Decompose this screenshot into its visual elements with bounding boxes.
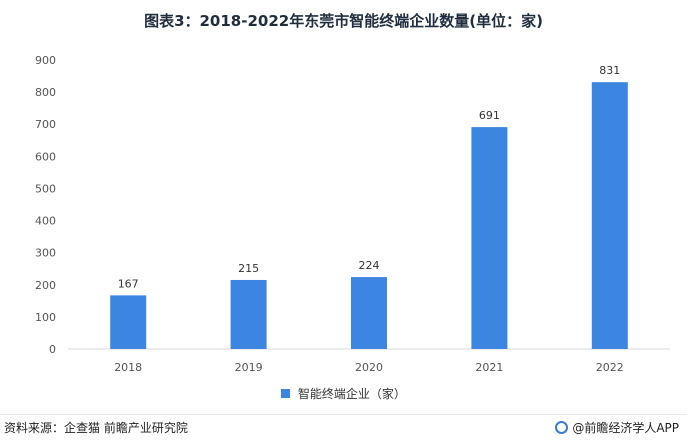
- y-axis: 0 100 200 300 400 500 600 700 800 900: [35, 54, 56, 356]
- legend: 智能终端企业（家）: [0, 385, 687, 402]
- x-tick-label-2020: 2020: [355, 361, 383, 374]
- y-tick-label: 500: [35, 182, 56, 195]
- data-label-2022: 831: [599, 64, 620, 77]
- legend-swatch: [281, 389, 291, 398]
- data-label-2021: 691: [479, 109, 500, 122]
- data-label-2018: 167: [118, 277, 139, 290]
- bar-2022: [591, 82, 628, 349]
- y-tick-label: 200: [35, 279, 56, 292]
- bar-2020: [351, 277, 387, 349]
- brand-logo-icon: [555, 421, 569, 434]
- x-tick-label-2022: 2022: [596, 361, 624, 374]
- legend-label: 智能终端企业（家）: [297, 387, 406, 401]
- y-tick-label: 300: [35, 247, 56, 260]
- y-tick-label: 900: [35, 54, 56, 67]
- y-tick-label: 100: [35, 311, 56, 324]
- brand-text: @前瞻经济学人APP: [572, 421, 679, 435]
- footer-divider: [0, 414, 687, 415]
- bar-2019: [230, 279, 267, 349]
- brand: @前瞻经济学人APP: [555, 419, 679, 436]
- y-tick-label: 700: [35, 118, 56, 131]
- data-label-2019: 215: [238, 262, 259, 275]
- source-note: 资料来源：企查猫 前瞻产业研究院: [4, 421, 188, 435]
- x-tick-label-2021: 2021: [475, 361, 503, 374]
- bar-2021: [471, 127, 508, 350]
- y-tick-label: 400: [35, 215, 56, 228]
- chart-title: 图表3：2018-2022年东莞市智能终端企业数量(单位：家): [144, 12, 543, 30]
- bar-2018: [110, 295, 147, 349]
- x-tick-label-2018: 2018: [114, 361, 142, 374]
- x-tick-label-2019: 2019: [235, 361, 263, 374]
- bar-chart: 0 100 200 300 400 500 600 700 800 900 2018 2019 202…: [35, 54, 670, 374]
- x-axis: 2018 2019 2020 2021 2022: [68, 348, 670, 374]
- y-tick-label: 800: [35, 86, 56, 99]
- bars: [110, 82, 628, 350]
- data-labels: 167 215 224 691 831: [118, 64, 621, 290]
- y-tick-label: 0: [49, 343, 56, 356]
- data-label-2020: 224: [359, 259, 380, 272]
- y-tick-label: 600: [35, 150, 56, 163]
